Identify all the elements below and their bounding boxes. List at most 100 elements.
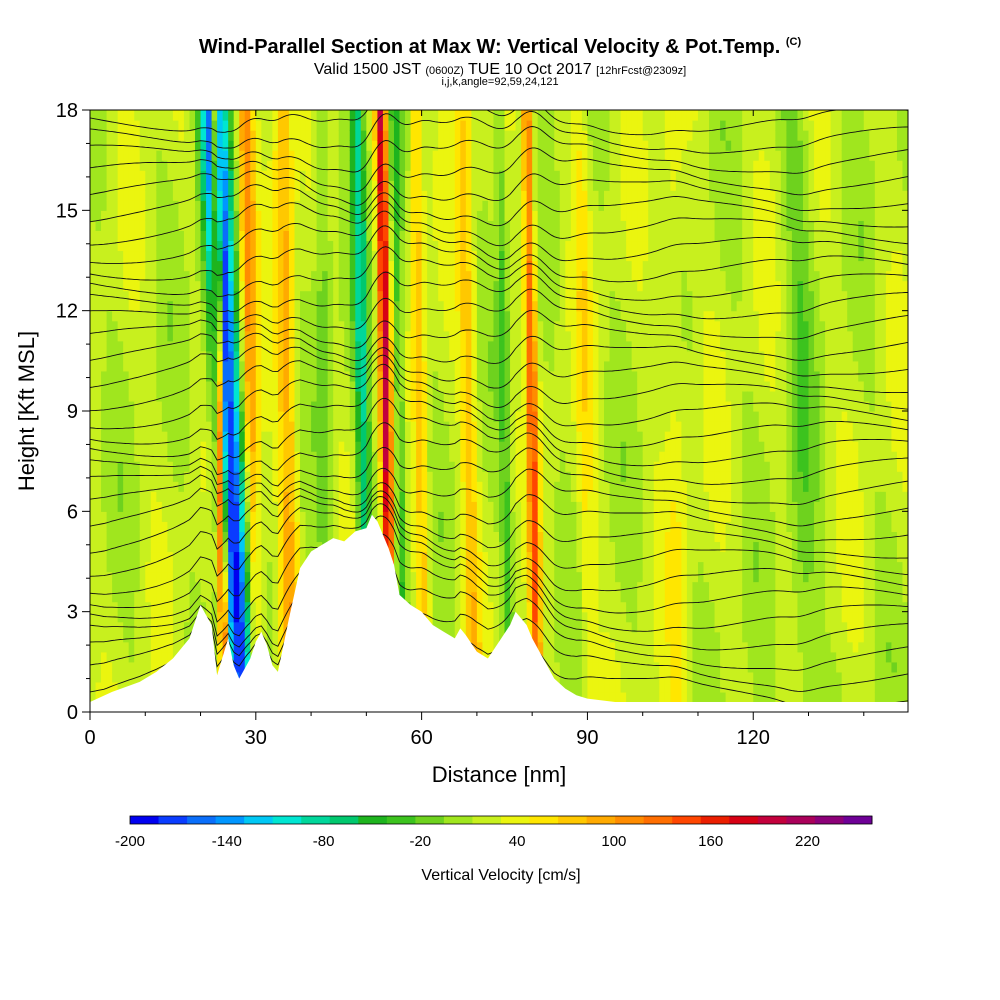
velocity-cell [532,320,539,332]
velocity-cell [150,501,157,512]
velocity-cell [244,150,251,161]
velocity-cell [366,340,373,352]
velocity-cell [316,441,323,452]
velocity-cell [405,421,412,432]
velocity-cell [106,210,113,221]
velocity-cell [482,631,489,643]
velocity-cell [416,190,423,201]
velocity-cell [161,120,168,131]
velocity-cell [167,260,174,272]
velocity-cell [217,150,224,161]
velocity-cell [150,210,157,221]
velocity-cell [499,521,506,532]
velocity-cell [493,130,500,141]
velocity-cell [454,180,461,191]
velocity-cell [206,280,213,292]
velocity-cell [217,551,224,563]
velocity-cell [443,511,450,522]
velocity-cell [410,431,417,442]
velocity-cell [405,340,412,352]
velocity-cell [399,290,406,302]
velocity-cell [294,340,301,352]
velocity-cell [493,360,500,372]
velocity-cell [145,300,152,312]
velocity-cell [161,481,168,492]
velocity-cell [233,210,240,221]
velocity-cell [421,140,428,151]
velocity-cell [305,280,312,292]
velocity-cell [200,220,207,231]
velocity-cell [228,220,235,231]
velocity-cell [399,481,406,492]
velocity-cell [377,400,384,412]
velocity-cell [101,390,108,402]
velocity-cell [156,240,163,252]
velocity-cell [510,581,517,593]
velocity-cell [388,320,395,332]
velocity-cell [172,571,180,583]
velocity-cell [393,210,401,221]
velocity-cell [134,631,141,643]
velocity-cell [333,360,340,372]
velocity-cell [482,160,489,171]
velocity-cell [150,330,157,342]
velocity-cell [471,370,478,382]
velocity-cell [106,651,113,663]
velocity-cell [288,330,296,342]
velocity-cell [134,360,141,372]
velocity-cell [515,250,522,262]
velocity-cell [349,120,356,131]
velocity-cell [95,581,102,593]
velocity-cell [366,491,373,502]
velocity-cell [233,110,240,121]
velocity-cell [432,250,439,262]
velocity-cell [355,240,362,252]
velocity-cell [272,110,279,121]
velocity-cell [117,471,124,482]
velocity-cell [272,651,279,663]
velocity-cell [183,390,191,402]
velocity-cell [366,411,373,422]
velocity-cell [432,471,439,482]
velocity-cell [421,400,428,412]
velocity-cell [537,621,544,633]
velocity-cell [200,150,207,161]
velocity-cell [183,581,191,593]
velocity-cell [521,130,528,141]
velocity-cell [388,471,395,482]
velocity-cell [438,220,445,231]
velocity-cell [344,130,351,141]
velocity-cell [300,411,307,422]
velocity-cell [438,330,445,342]
velocity-cell [454,591,461,603]
velocity-cell [300,280,307,292]
velocity-cell [344,320,351,332]
velocity-cell [526,330,533,342]
velocity-cell [471,431,478,442]
velocity-cell [532,431,539,442]
velocity-cell [333,400,340,412]
velocity-cell [487,220,495,231]
velocity-cell [465,380,472,392]
velocity-cell [521,150,528,161]
velocity-cell [399,390,406,402]
velocity-cell [90,110,97,121]
velocity-cell [454,521,461,532]
velocity-cell [493,571,500,583]
velocity-cell [217,441,224,452]
velocity-cell [161,531,168,543]
velocity-cell [167,601,174,613]
velocity-cell [504,501,511,512]
velocity-cell [499,441,506,452]
velocity-cell [344,140,351,151]
copyright-mark: (C) [785,36,802,48]
velocity-cell [283,190,290,201]
velocity-cell [449,491,456,502]
velocity-cell [443,300,450,312]
velocity-cell [499,511,506,522]
velocity-cell [504,360,511,372]
velocity-cell [277,621,285,633]
velocity-cell [443,541,450,553]
velocity-cell [521,400,528,412]
velocity-cell [360,220,367,231]
